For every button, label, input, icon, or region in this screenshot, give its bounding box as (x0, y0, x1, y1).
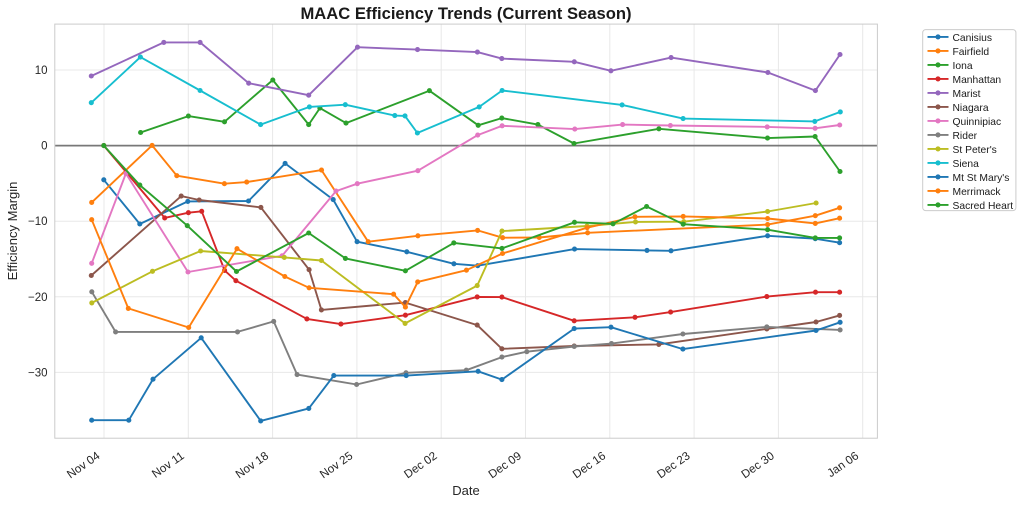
svg-text:Iona: Iona (953, 61, 973, 72)
svg-text:−20: −20 (28, 292, 48, 304)
svg-text:10: 10 (35, 65, 48, 77)
svg-text:−30: −30 (28, 367, 48, 379)
svg-text:Sacred Heart: Sacred Heart (953, 201, 1014, 212)
svg-text:Canisius: Canisius (953, 33, 993, 44)
svg-text:Merrimack: Merrimack (953, 187, 1002, 198)
svg-text:Quinnipiac: Quinnipiac (953, 117, 1002, 128)
svg-text:Marist: Marist (953, 89, 981, 100)
svg-text:Manhattan: Manhattan (953, 75, 1002, 86)
svg-text:Fairfield: Fairfield (953, 47, 990, 58)
svg-text:Date: Date (452, 483, 479, 498)
svg-text:St Peter's: St Peter's (953, 145, 997, 156)
svg-text:MAAC Efficiency Trends (Curren: MAAC Efficiency Trends (Current Season) (300, 4, 631, 23)
svg-text:Mt St Mary's: Mt St Mary's (953, 173, 1010, 184)
svg-text:Siena: Siena (953, 159, 980, 170)
svg-text:Rider: Rider (953, 131, 978, 142)
svg-text:0: 0 (41, 141, 47, 153)
svg-text:Efficiency Margin: Efficiency Margin (5, 182, 20, 281)
svg-text:Niagara: Niagara (953, 103, 989, 114)
svg-text:−10: −10 (28, 216, 48, 228)
